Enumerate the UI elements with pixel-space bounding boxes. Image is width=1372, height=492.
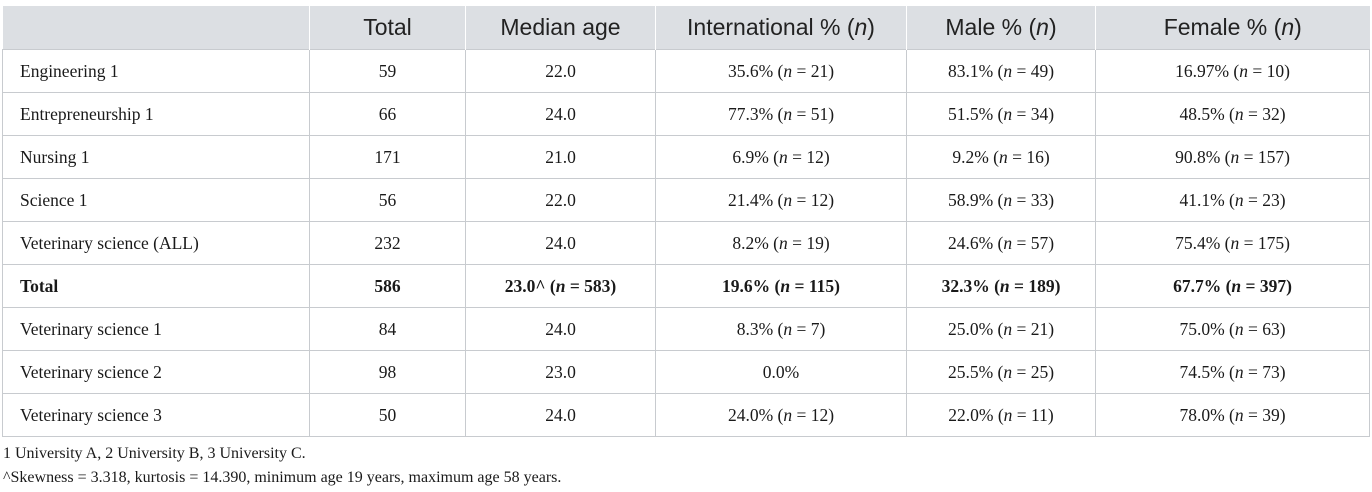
cell-male: 25.5% (n = 25)	[906, 350, 1096, 394]
row-label: Engineering 1	[2, 49, 310, 93]
cell-median-age: 24.0	[465, 221, 656, 265]
cell-female: 75.0% (n = 63)	[1095, 307, 1370, 351]
table-row: Veterinary science 1 84 24.0 8.3% (n = 7) 25…	[2, 307, 1370, 351]
cell-median-age: 24.0	[465, 307, 656, 351]
table-row: Veterinary science 2 98 23.0 0.0% 25.5% (n =…	[2, 350, 1370, 394]
table-footnotes: 1 University A, 2 University B, 3 Univer…	[3, 442, 561, 490]
cell-total: 84	[309, 307, 466, 351]
cell-male: 58.9% (n = 33)	[906, 178, 1096, 222]
cell-international: 24.0% (n = 12)	[655, 393, 907, 437]
cell-female: 78.0% (n = 39)	[1095, 393, 1370, 437]
table-row: Science 1 56 22.0 21.4% (n = 12) 58.9% (n = …	[2, 178, 1370, 222]
cell-median-age: 24.0	[465, 92, 656, 136]
cell-female: 75.4% (n = 175)	[1095, 221, 1370, 265]
cell-total: 59	[309, 49, 466, 93]
cell-female: 16.97% (n = 10)	[1095, 49, 1370, 93]
header-male: Male % (n)	[906, 6, 1096, 50]
cell-male: 22.0% (n = 11)	[906, 393, 1096, 437]
cell-international: 8.3% (n = 7)	[655, 307, 907, 351]
cell-median-age: 22.0	[465, 178, 656, 222]
table-row: Veterinary science 3 50 24.0 24.0% (n = 12)…	[2, 393, 1370, 437]
row-label: Veterinary science (ALL)	[2, 221, 310, 265]
cell-international: 19.6% (n = 115)	[655, 264, 907, 308]
cell-total: 66	[309, 92, 466, 136]
cell-international: 0.0%	[655, 350, 907, 394]
cell-male: 25.0% (n = 21)	[906, 307, 1096, 351]
table-row: Engineering 1 59 22.0 35.6% (n = 21) 83.1% (…	[2, 49, 1370, 93]
demographics-table: Total Median age International % (n) Male %…	[2, 6, 1370, 437]
cell-male: 24.6% (n = 57)	[906, 221, 1096, 265]
cell-female: 74.5% (n = 73)	[1095, 350, 1370, 394]
row-label: Entrepreneurship 1	[2, 92, 310, 136]
cell-total: 50	[309, 393, 466, 437]
cell-international: 21.4% (n = 12)	[655, 178, 907, 222]
table-header-row: Total Median age International % (n) Male %…	[2, 6, 1370, 50]
header-total: Total	[309, 6, 466, 50]
cell-total: 232	[309, 221, 466, 265]
cell-male: 9.2% (n = 16)	[906, 135, 1096, 179]
cell-median-age: 21.0	[465, 135, 656, 179]
table-row: Entrepreneurship 1 66 24.0 77.3% (n = 51) 51…	[2, 92, 1370, 136]
row-label: Veterinary science 3	[2, 393, 310, 437]
cell-total: 98	[309, 350, 466, 394]
row-label: Veterinary science 1	[2, 307, 310, 351]
cell-international: 8.2% (n = 19)	[655, 221, 907, 265]
table-row: Total 586 23.0^ (n = 583) 19.6% (n = 115) 32…	[2, 264, 1370, 308]
row-label: Total	[2, 264, 310, 308]
cell-international: 6.9% (n = 12)	[655, 135, 907, 179]
table-body: Engineering 1 59 22.0 35.6% (n = 21) 83.1% (…	[2, 49, 1370, 437]
cell-female: 90.8% (n = 157)	[1095, 135, 1370, 179]
cell-female: 48.5% (n = 32)	[1095, 92, 1370, 136]
cell-male: 51.5% (n = 34)	[906, 92, 1096, 136]
cell-male: 32.3% (n = 189)	[906, 264, 1096, 308]
header-program	[2, 6, 310, 50]
footnote-universities: 1 University A, 2 University B, 3 Univer…	[3, 445, 306, 462]
row-label: Science 1	[2, 178, 310, 222]
cell-female: 67.7% (n = 397)	[1095, 264, 1370, 308]
header-female: Female % (n)	[1095, 6, 1370, 50]
table-row: Nursing 1 171 21.0 6.9% (n = 12) 9.2% (n = 1…	[2, 135, 1370, 179]
cell-median-age: 22.0	[465, 49, 656, 93]
row-label: Nursing 1	[2, 135, 310, 179]
cell-female: 41.1% (n = 23)	[1095, 178, 1370, 222]
cell-international: 35.6% (n = 21)	[655, 49, 907, 93]
footnote-age-stats: ^Skewness = 3.318, kurtosis = 14.390, mi…	[3, 469, 562, 486]
row-label: Veterinary science 2	[2, 350, 310, 394]
cell-international: 77.3% (n = 51)	[655, 92, 907, 136]
cell-median-age: 23.0^ (n = 583)	[465, 264, 656, 308]
header-international: International % (n)	[655, 6, 907, 50]
cell-total: 171	[309, 135, 466, 179]
cell-male: 83.1% (n = 49)	[906, 49, 1096, 93]
cell-total: 56	[309, 178, 466, 222]
table-row: Veterinary science (ALL) 232 24.0 8.2% (n =…	[2, 221, 1370, 265]
cell-total: 586	[309, 264, 466, 308]
cell-median-age: 23.0	[465, 350, 656, 394]
header-median-age: Median age	[465, 6, 656, 50]
cell-median-age: 24.0	[465, 393, 656, 437]
